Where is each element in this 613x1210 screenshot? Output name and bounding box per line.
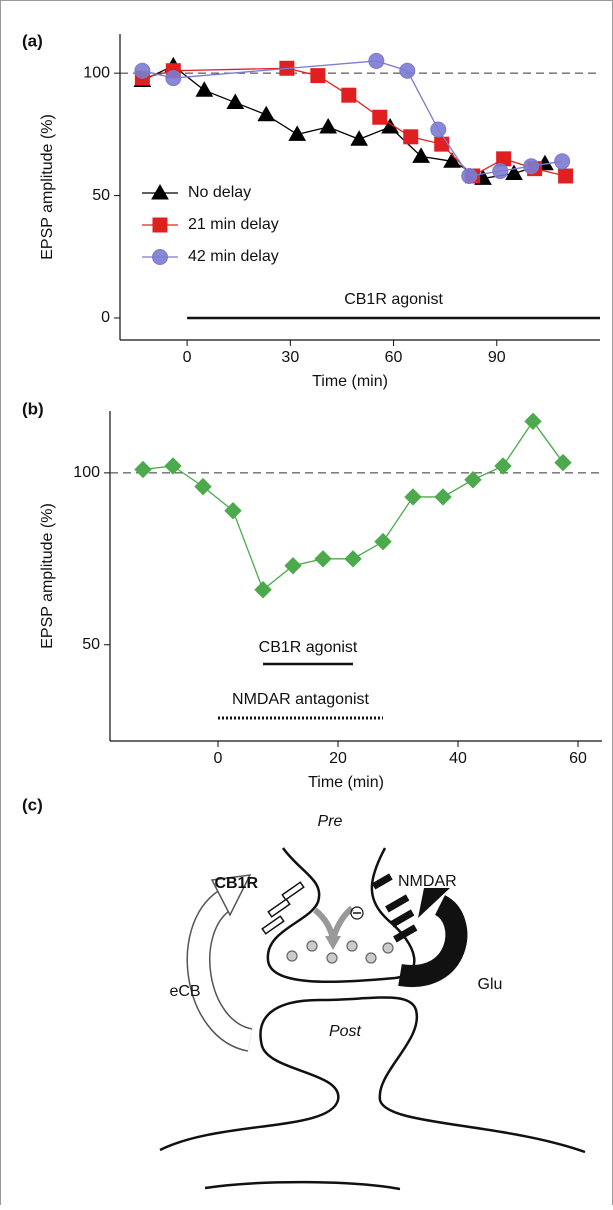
marker [164, 457, 182, 475]
marker [341, 87, 357, 103]
marker [434, 488, 452, 506]
legend-label: No delay [188, 184, 251, 201]
x-tick-label: 90 [488, 349, 506, 366]
vesicles [286, 940, 394, 964]
marker [288, 125, 307, 141]
marker [224, 501, 242, 520]
marker [134, 460, 152, 479]
x-tick-label: 0 [214, 750, 223, 767]
marker [494, 457, 512, 475]
x-tick-label: 60 [569, 750, 587, 767]
marker [430, 121, 447, 138]
marker [254, 581, 272, 599]
marker [195, 81, 214, 97]
marker [374, 532, 392, 551]
legend-marker [152, 249, 168, 265]
y-axis-label: EPSP amplitude (%) [39, 114, 56, 260]
dendrite-edge [204, 1180, 401, 1191]
marker [319, 118, 338, 134]
x-tick-label: 30 [281, 349, 299, 366]
inhibition-arrow [313, 905, 355, 941]
x-axis-label: Time (min) [312, 373, 388, 390]
marker [284, 556, 302, 575]
y-tick-label: 100 [73, 464, 100, 481]
marker [505, 164, 523, 181]
marker [310, 68, 326, 84]
panel-label: (b) [22, 399, 44, 418]
ecb-arrowhead [210, 874, 252, 917]
annotation-label: CB1R agonist [344, 291, 443, 308]
marker [344, 550, 362, 568]
marker [257, 105, 276, 122]
marker [524, 412, 542, 431]
y-tick-label: 100 [83, 64, 110, 81]
x-axis-label: Time (min) [308, 774, 384, 791]
cb1r-receptors [261, 881, 305, 935]
annotation-label: NMDAR antagonist [232, 691, 370, 708]
marker [399, 62, 416, 79]
glu-arrow [398, 895, 468, 987]
marker [461, 167, 478, 184]
marker [492, 163, 509, 180]
x-tick-label: 40 [449, 750, 467, 767]
marker [554, 453, 572, 472]
post-label: Post [329, 1023, 362, 1040]
marker [134, 62, 151, 79]
x-tick-label: 0 [183, 349, 192, 366]
glu-label: Glu [478, 976, 503, 993]
legend-marker [152, 217, 168, 233]
marker [372, 109, 388, 125]
marker [226, 93, 245, 110]
marker [404, 488, 422, 506]
marker [443, 152, 461, 168]
legend-label: 21 min delay [188, 216, 279, 233]
marker [412, 147, 430, 163]
y-axis-label: EPSP amplitude (%) [39, 503, 56, 649]
ecb-label: eCB [169, 983, 200, 1000]
legend-label: 42 min delay [188, 248, 279, 265]
marker [464, 471, 482, 489]
annotation-label: CB1R agonist [259, 639, 358, 656]
marker [434, 136, 450, 152]
diagram: (c) Pre CB1R NMDAR [22, 795, 586, 1191]
y-tick-label: 0 [101, 309, 110, 326]
marker [554, 153, 571, 170]
inhibition-arrowhead [325, 936, 341, 950]
y-tick-label: 50 [82, 636, 100, 653]
marker [194, 477, 212, 496]
marker [403, 129, 419, 145]
marker [165, 70, 182, 87]
marker [314, 550, 332, 568]
nmdar-receptors [371, 873, 418, 943]
series-line [142, 65, 546, 180]
x-tick-label: 20 [329, 750, 347, 767]
panel-label: (a) [22, 31, 43, 50]
cb1r-label: CB1R [214, 875, 258, 892]
presynaptic-terminal [266, 847, 416, 984]
postsynaptic-spine [159, 996, 586, 1154]
nmdar-label: NMDAR [398, 873, 457, 890]
glu-arrowhead [418, 888, 450, 918]
marker [558, 168, 574, 184]
panel-label: (c) [22, 795, 43, 814]
legend-marker [151, 183, 169, 200]
pre-label: Pre [318, 813, 343, 830]
x-tick-label: 60 [385, 349, 403, 366]
marker [523, 158, 540, 175]
ecb-arrow [188, 891, 253, 1051]
minus-symbol [350, 906, 364, 920]
marker [368, 52, 385, 69]
marker [350, 130, 369, 146]
y-tick-label: 50 [92, 187, 110, 204]
